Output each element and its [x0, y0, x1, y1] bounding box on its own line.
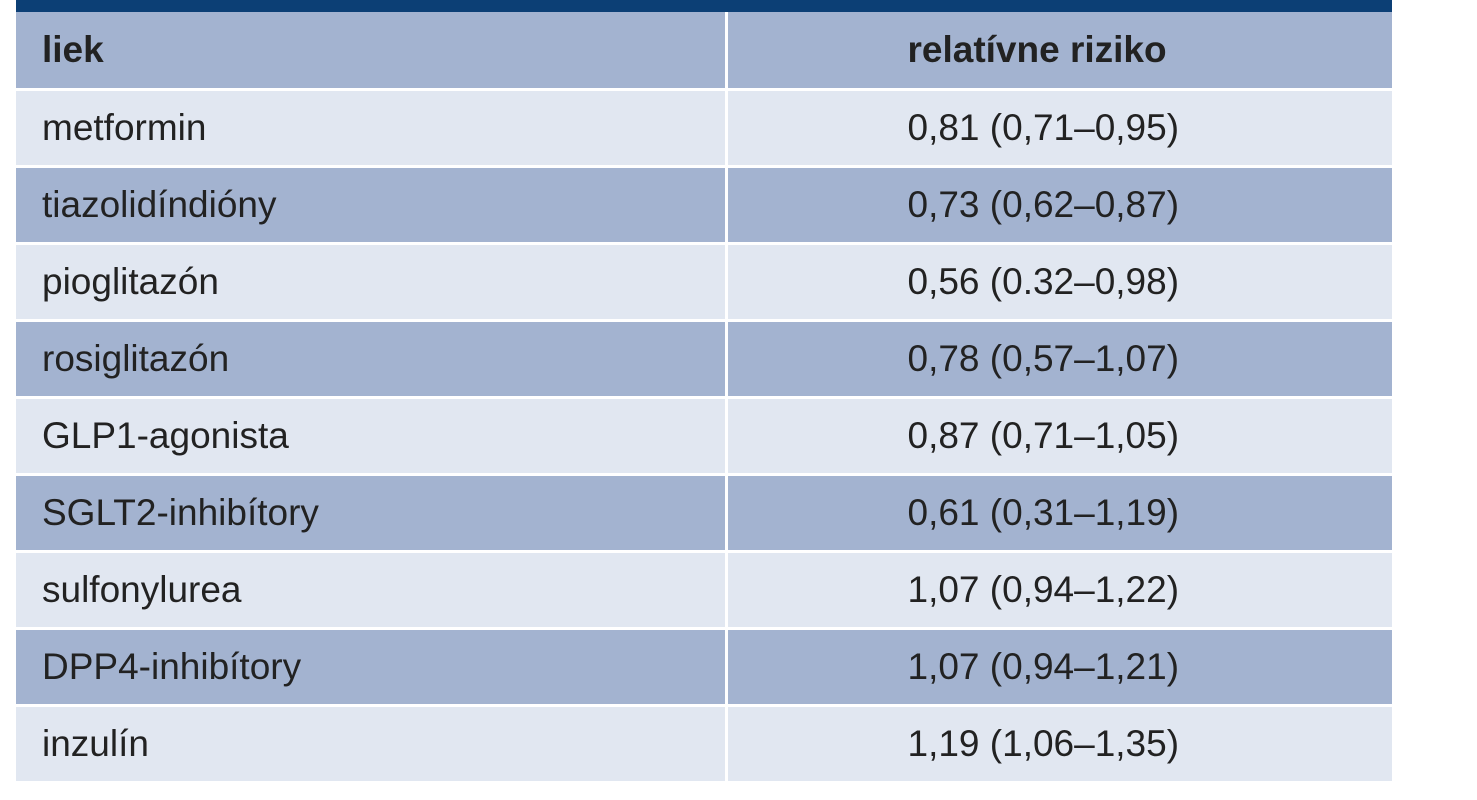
- risk-cell: 0,73 (0,62–0,87): [726, 166, 1392, 245]
- header-drug: liek: [16, 12, 728, 91]
- risk-cell: 0,87 (0,71–1,05): [726, 397, 1392, 476]
- drug-cell: sulfonylurea: [16, 551, 728, 630]
- table-row: tiazolidíndióny 0,73 (0,62–0,87): [16, 166, 1392, 245]
- table-row: sulfonylurea 1,07 (0,94–1,22): [16, 551, 1392, 630]
- table-row: DPP4-inhibítory 1,07 (0,94–1,21): [16, 628, 1392, 707]
- risk-cell: 1,07 (0,94–1,22): [726, 551, 1392, 630]
- table-row: rosiglitazón 0,78 (0,57–1,07): [16, 320, 1392, 399]
- drug-cell: SGLT2-inhibítory: [16, 474, 728, 553]
- table-top-rule: [16, 0, 1392, 12]
- risk-cell: 1,19 (1,06–1,35): [726, 705, 1392, 784]
- drug-cell: inzulín: [16, 705, 728, 784]
- risk-cell: 0,61 (0,31–1,19): [726, 474, 1392, 553]
- drug-cell: GLP1-agonista: [16, 397, 728, 476]
- header-relative-risk: relatívne riziko: [726, 12, 1392, 91]
- table-row: metformin 0,81 (0,71–0,95): [16, 89, 1392, 168]
- drug-cell: pioglitazón: [16, 243, 728, 322]
- risk-cell: 0,78 (0,57–1,07): [726, 320, 1392, 399]
- table-row: GLP1-agonista 0,87 (0,71–1,05): [16, 397, 1392, 476]
- table-container: liek relatívne riziko metformin 0,81 (0,…: [16, 0, 1392, 784]
- risk-cell: 0,56 (0.32–0,98): [726, 243, 1392, 322]
- header-row: liek relatívne riziko: [16, 12, 1392, 91]
- relative-risk-table: liek relatívne riziko metformin 0,81 (0,…: [16, 12, 1392, 784]
- table-row: inzulín 1,19 (1,06–1,35): [16, 705, 1392, 784]
- drug-cell: DPP4-inhibítory: [16, 628, 728, 707]
- table-row: pioglitazón 0,56 (0.32–0,98): [16, 243, 1392, 322]
- risk-cell: 1,07 (0,94–1,21): [726, 628, 1392, 707]
- table-row: SGLT2-inhibítory 0,61 (0,31–1,19): [16, 474, 1392, 553]
- drug-cell: rosiglitazón: [16, 320, 728, 399]
- risk-cell: 0,81 (0,71–0,95): [726, 89, 1392, 168]
- drug-cell: tiazolidíndióny: [16, 166, 728, 245]
- drug-cell: metformin: [16, 89, 728, 168]
